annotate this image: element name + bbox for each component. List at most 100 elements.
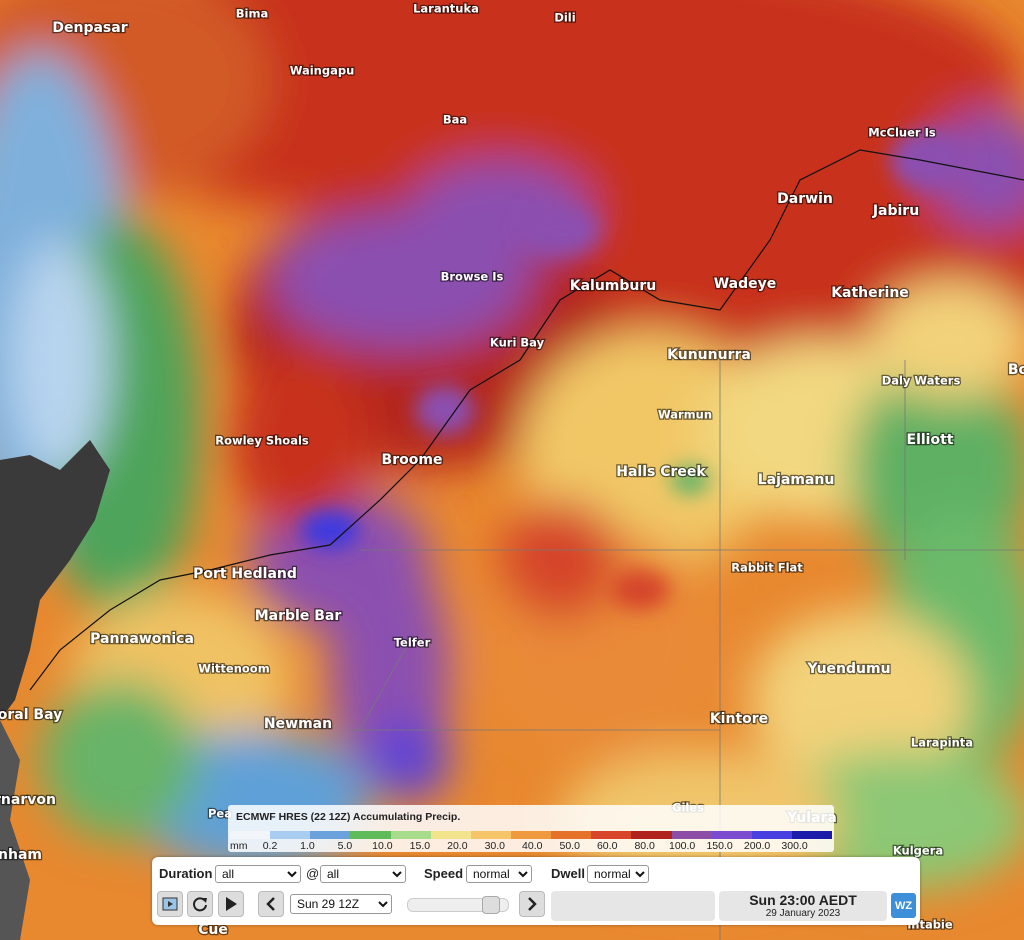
legend-tick-label: 30.0 — [484, 840, 506, 852]
place-label: Elliott — [907, 432, 954, 448]
place-label: rnarvon — [0, 792, 56, 808]
legend-tick-label: 20.0 — [447, 840, 468, 852]
legend-tick-label: 15.0 — [409, 840, 431, 852]
legend-swatch — [230, 831, 271, 839]
place-label: Jabiru — [872, 203, 919, 219]
place-label: Kalumburu — [570, 278, 657, 294]
place-label: Dili — [554, 11, 575, 25]
place-label: Bo — [1008, 362, 1024, 378]
place-label: oral Bay — [0, 707, 62, 723]
precip-area — [500, 500, 620, 620]
place-label: Pannawonica — [90, 631, 194, 647]
precip-area — [890, 130, 970, 190]
refresh-button[interactable] — [187, 891, 213, 917]
speed-label: Speed — [424, 866, 464, 881]
precip-area — [480, 80, 1024, 360]
precip-area — [40, 680, 200, 840]
place-label: Denpasar — [52, 20, 127, 36]
place-label: Katherine — [831, 285, 909, 301]
time-box: Sun 23:00 AEDT 29 January 2023 — [719, 891, 887, 921]
dwell-select[interactable]: normal — [587, 865, 649, 883]
place-label: Yuendumu — [806, 661, 890, 677]
legend-tick-label: 5.0 — [337, 840, 353, 852]
place-label: Darwin — [777, 191, 833, 207]
precip-area — [750, 610, 970, 790]
legend-swatch — [310, 831, 351, 839]
legend-tick-label: 100.0 — [668, 840, 696, 852]
prev-icon — [266, 897, 275, 911]
duration-select[interactable]: all — [215, 865, 301, 883]
legend: ECMWF HRES (22 12Z) Accumulating Precip.… — [228, 805, 834, 852]
place-label: Larantuka — [413, 2, 479, 16]
legend-tick-label: 40.0 — [522, 840, 543, 852]
place-label: Waingapu — [290, 64, 355, 78]
legend-swatch — [791, 831, 833, 839]
dwell-label: Dwell — [551, 866, 585, 881]
place-label: Pea — [208, 807, 232, 821]
place-label: Rabbit Flat — [731, 561, 803, 575]
play-icon — [226, 897, 237, 911]
frame-select[interactable]: Sun 29 12Z — [290, 894, 392, 914]
land-mass — [0, 440, 110, 720]
legend-swatch — [510, 831, 552, 839]
legend-tick-label: 1.0 — [300, 840, 315, 852]
prev-button[interactable] — [258, 891, 284, 917]
precip-field — [0, 0, 1024, 890]
speed-select[interactable]: normal — [466, 865, 532, 883]
place-label: Kuri Bay — [490, 336, 545, 350]
logo[interactable]: WZ — [891, 893, 916, 918]
place-label: Rowley Shoals — [215, 434, 309, 448]
legend-labels: mm 0.2 1.0 5.0 10.0 15.0 20.0 30.0 40.0 50.0 60.0 8… — [230, 840, 832, 852]
place-label: McCluer Is — [868, 126, 936, 140]
place-label: Port Hedland — [193, 566, 297, 582]
place-label: Wittenoom — [198, 662, 269, 676]
next-button[interactable] — [519, 891, 545, 917]
play-button[interactable] — [218, 891, 244, 917]
legend-swatch — [591, 831, 632, 839]
duration-label: Duration — [159, 866, 213, 881]
date: 29 January 2023 — [765, 908, 841, 919]
legend-tick-label: 150.0 — [706, 840, 733, 852]
legend-swatch — [631, 831, 672, 839]
precip-area — [520, 205, 600, 255]
legend-swatch — [430, 831, 471, 839]
control-panel: Duration all @ all Speed normal Dwell no… — [152, 857, 920, 925]
precip-area — [230, 350, 370, 530]
place-label: Kununurra — [667, 347, 751, 363]
legend-tick-label: 10.0 — [372, 840, 393, 852]
legend-swatch — [751, 831, 792, 839]
precip-area — [610, 570, 670, 610]
place-label: Baa — [443, 113, 467, 127]
at-select[interactable]: all — [320, 865, 406, 883]
legend-tick-label: 80.0 — [634, 840, 655, 852]
status-box — [551, 891, 715, 921]
place-label: Daly Waters — [882, 374, 961, 388]
legend-swatch — [350, 831, 391, 839]
precip-area — [870, 280, 1024, 400]
place-label: Halls Creek — [616, 464, 706, 480]
place-label: Wadeye — [714, 276, 777, 292]
refresh-icon — [193, 897, 207, 912]
film-icon — [162, 897, 178, 911]
legend-swatch — [551, 831, 592, 839]
next-icon — [528, 897, 537, 911]
precip-area — [370, 720, 450, 800]
place-label: Browse Is — [441, 270, 504, 284]
precip-detail — [300, 130, 970, 610]
place-label: Telfer — [394, 636, 431, 650]
legend-tick-label: 50.0 — [559, 840, 580, 852]
precip-area — [300, 510, 360, 550]
time-slider[interactable] — [407, 896, 509, 914]
legend-title: ECMWF HRES (22 12Z) Accumulating Precip. — [236, 811, 461, 823]
place-label: Kulgera — [893, 844, 943, 858]
legend-swatch — [390, 831, 431, 839]
precip-area — [670, 465, 710, 495]
legend-swatch — [470, 831, 511, 839]
film-button[interactable] — [157, 891, 183, 917]
coastline — [29, 149, 1024, 691]
slider-thumb[interactable] — [482, 896, 500, 914]
legend-tick-label: 200.0 — [743, 840, 771, 852]
place-label: Lajamanu — [758, 472, 835, 488]
